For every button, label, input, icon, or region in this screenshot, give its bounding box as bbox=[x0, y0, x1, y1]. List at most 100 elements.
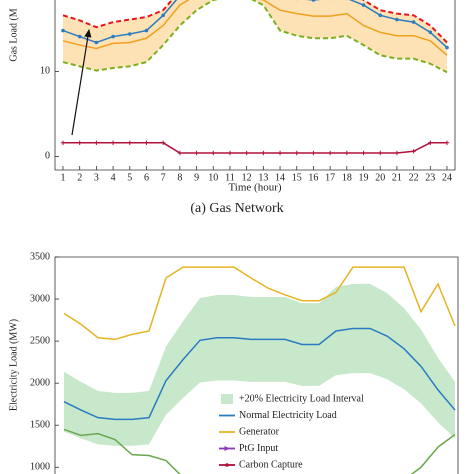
x-tick-label: 13 bbox=[258, 172, 268, 183]
x-tick-label: 3 bbox=[94, 172, 99, 183]
band bbox=[63, 0, 447, 73]
point bbox=[94, 40, 99, 45]
legend-swatch bbox=[221, 394, 233, 404]
x-tick-label: 18 bbox=[342, 172, 352, 183]
x-tick-label: 22 bbox=[409, 172, 419, 183]
series-line bbox=[62, 0, 448, 49]
electricity-chart: 1000 1500 2000 2500 3000 3500 +20% Electricity… bbox=[30, 251, 456, 474]
y-axis-label: Gas Load (M bbox=[8, 8, 19, 61]
series-line bbox=[63, 327, 456, 421]
series-line bbox=[63, 428, 456, 474]
x-tick-label: 20 bbox=[375, 172, 385, 183]
x-tick-label: 7 bbox=[161, 172, 166, 183]
point bbox=[394, 150, 400, 156]
point bbox=[94, 140, 99, 145]
x-tick-label: 4 bbox=[111, 172, 116, 183]
point bbox=[211, 150, 216, 156]
legend-label: Carbon Capture bbox=[239, 459, 303, 470]
legend-label: +20% Electricity Load Interval bbox=[239, 393, 364, 404]
band bbox=[64, 283, 455, 446]
point bbox=[244, 150, 249, 156]
point bbox=[444, 140, 450, 145]
point bbox=[144, 140, 149, 145]
point bbox=[277, 150, 283, 156]
point bbox=[428, 140, 433, 145]
x-tick-label: 2 bbox=[77, 172, 82, 183]
point bbox=[311, 0, 316, 2]
x-tick-label: 9 bbox=[194, 172, 199, 183]
point bbox=[161, 13, 165, 18]
x-tick-label: 11 bbox=[225, 172, 235, 183]
x-tick-label: 8 bbox=[177, 172, 182, 183]
legend-label: Normal Electricity Load bbox=[239, 410, 337, 421]
point bbox=[144, 28, 149, 33]
series-line bbox=[63, 266, 456, 341]
legend-marker bbox=[224, 446, 230, 451]
x-tick-label: 23 bbox=[425, 172, 435, 183]
point bbox=[127, 140, 132, 145]
legend-label: Generator bbox=[239, 426, 280, 437]
point bbox=[311, 150, 316, 156]
x-tick-label: 6 bbox=[144, 172, 149, 183]
point bbox=[445, 45, 449, 50]
x-tick-label: 17 bbox=[325, 172, 335, 183]
point bbox=[110, 140, 116, 145]
point bbox=[378, 13, 383, 18]
x-tick-label: 1 bbox=[61, 172, 66, 183]
point bbox=[294, 150, 299, 156]
point bbox=[395, 17, 399, 22]
x-tick-label: 14 bbox=[275, 172, 285, 183]
y-tick-label: 2500 bbox=[30, 335, 50, 346]
caption: (a) Gas Network bbox=[190, 201, 283, 216]
plot-area bbox=[60, 0, 450, 156]
y-tick-label: 0 bbox=[45, 151, 50, 162]
point bbox=[428, 30, 433, 35]
point bbox=[227, 150, 233, 156]
point bbox=[411, 20, 416, 24]
point bbox=[344, 150, 350, 156]
y-tick-label: 1500 bbox=[30, 420, 50, 431]
point bbox=[361, 3, 366, 7]
x-tick-label: 16 bbox=[308, 172, 318, 183]
point bbox=[60, 140, 66, 145]
y-tick-label: 1000 bbox=[30, 462, 50, 473]
point bbox=[160, 140, 166, 145]
point bbox=[127, 32, 132, 36]
legend-marker bbox=[225, 463, 229, 467]
point bbox=[77, 34, 82, 39]
legend-label: PtG Input bbox=[239, 443, 278, 454]
x-tick-label: 21 bbox=[392, 172, 402, 183]
point bbox=[378, 150, 383, 156]
x-tick-label: 12 bbox=[242, 172, 252, 183]
y-tick-label: 3500 bbox=[30, 251, 50, 262]
y-tick-label: 3000 bbox=[30, 293, 50, 304]
y-axis-label: Electricity Load (MW) bbox=[8, 319, 19, 411]
gas-frame bbox=[54, 0, 456, 171]
x-tick-label: 10 bbox=[208, 172, 218, 183]
point bbox=[327, 150, 333, 156]
point bbox=[361, 150, 366, 156]
series-line bbox=[62, 0, 448, 44]
series-line bbox=[62, 0, 448, 74]
plot-area bbox=[63, 266, 456, 474]
series-line bbox=[62, 0, 448, 56]
point bbox=[77, 140, 82, 145]
point bbox=[411, 149, 416, 154]
x-tick-label: 5 bbox=[127, 172, 132, 183]
point bbox=[194, 150, 199, 156]
point bbox=[61, 28, 65, 33]
y-tick-label: 10 bbox=[40, 66, 50, 77]
x-axis-label: Time (hour) bbox=[228, 182, 281, 194]
x-tick-label: 24 bbox=[442, 172, 452, 183]
annotation-arrow bbox=[71, 28, 92, 136]
point bbox=[261, 150, 266, 156]
electricity-frame bbox=[54, 256, 459, 474]
legend: +20% Electricity Load Interval Normal Ele… bbox=[219, 393, 364, 470]
point bbox=[177, 150, 183, 156]
y-tick-label: 2000 bbox=[30, 377, 50, 388]
series-line bbox=[63, 142, 447, 154]
point bbox=[111, 34, 115, 39]
x-tick-label: 19 bbox=[359, 172, 369, 183]
